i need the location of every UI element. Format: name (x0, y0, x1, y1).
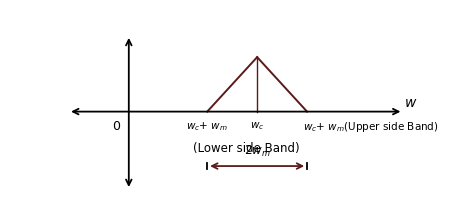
Text: $w_c$+ $w_m$(Upper side Band): $w_c$+ $w_m$(Upper side Band) (303, 120, 438, 134)
Text: (Lower side Band): (Lower side Band) (193, 142, 299, 155)
Text: 0: 0 (112, 120, 120, 133)
Text: $w_c$: $w_c$ (249, 120, 264, 132)
Text: $w_c$+ $w_m$: $w_c$+ $w_m$ (186, 120, 228, 133)
Text: w: w (404, 96, 415, 110)
Text: $2w_m$: $2w_m$ (243, 144, 270, 159)
